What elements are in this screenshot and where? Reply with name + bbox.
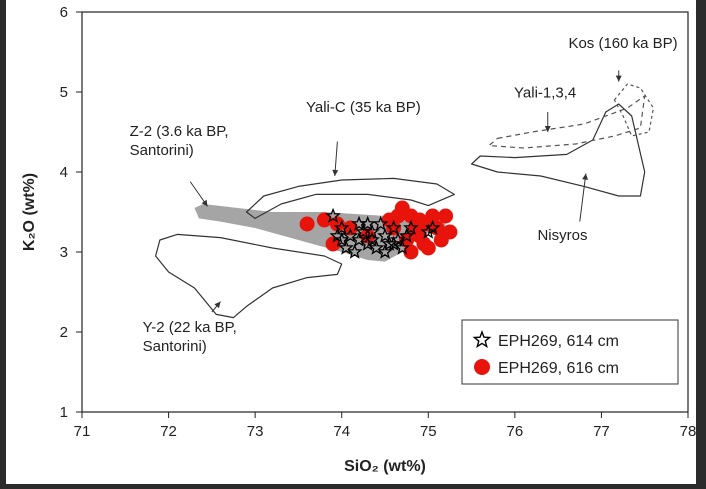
data-point-circle [420, 240, 436, 256]
x-tick-label: 71 [74, 423, 91, 440]
field-nisyros [471, 103, 646, 197]
data-point-star [424, 219, 441, 235]
data-point-star [359, 235, 376, 251]
data-point-star [351, 231, 367, 247]
legend: EPH269, 614 cm EPH269, 616 cm [461, 319, 679, 385]
data-point-star [385, 235, 402, 251]
legend-box [461, 319, 679, 385]
field-yali-1-3-4 [488, 95, 646, 149]
annotation-label: Z-2 (3.6 ka BP, Santorini) [130, 123, 229, 159]
x-tick-label: 77 [593, 423, 610, 440]
annotation-line: Z-2 (3.6 ka BP, [130, 123, 229, 140]
data-point-star [381, 235, 398, 251]
annotation-arrow-line [579, 173, 587, 222]
y-tick-label: 4 [60, 164, 68, 181]
annotation-line: Kos (160 ka BP) [568, 35, 677, 52]
data-point-star [394, 239, 411, 255]
annotation-arrowhead [214, 301, 221, 309]
field-y-2 [155, 233, 343, 319]
annotation-line: Santorini) [143, 338, 207, 355]
data-point-star [333, 231, 350, 247]
data-point-star [403, 219, 419, 235]
data-point-star [420, 223, 437, 239]
data-point-circle [316, 212, 332, 228]
data-point-circle [403, 244, 419, 260]
data-point-circle [390, 208, 406, 224]
data-point-star [346, 243, 363, 259]
data-point-star [385, 219, 402, 235]
annotation-label: Yali-1,3,4 [514, 85, 576, 102]
data-point-circle [325, 236, 341, 252]
data-point-star [338, 239, 354, 255]
annotation-arrowhead [615, 75, 622, 82]
legend-marker-circle [474, 359, 490, 375]
data-point-star [342, 227, 359, 243]
y-tick-label: 5 [60, 84, 68, 101]
annotation-line: Nisyros [537, 227, 587, 244]
axis-ticks: 71 72 73 74 75 76 77 78 1 2 3 4 5 6 [60, 4, 697, 440]
legend-label: EPH269, 616 cm [498, 360, 619, 377]
data-point-circle [299, 216, 315, 232]
data-point-star [329, 227, 346, 243]
y-tick-label: 6 [60, 4, 68, 21]
x-tick-label: 76 [507, 423, 524, 440]
annotation-arrowhead [201, 199, 208, 207]
x-tick-label: 73 [247, 423, 264, 440]
data-point-circle [433, 232, 449, 248]
annotation-label: Nisyros [537, 227, 587, 244]
legend-label: EPH269, 614 cm [498, 333, 619, 350]
y-tick-label: 1 [60, 404, 68, 421]
field-yali-c [245, 177, 455, 219]
plot-area [81, 11, 689, 413]
annotation-line: Santorini) [130, 142, 194, 159]
fields-layer [155, 83, 655, 319]
annotation-label: Yali-C (35 ka BP) [306, 99, 421, 116]
points-layer [299, 200, 458, 260]
data-point-star [368, 239, 385, 255]
annotation-label: Y-2 (22 ka BP, Santorini) [143, 319, 237, 355]
field-kos [613, 83, 655, 137]
chart-frame: Kos (160 ka BP) Yali-1,3,4 Yali-C (35 ka B… [6, 0, 696, 484]
annotation-line: Yali-1,3,4 [514, 85, 576, 102]
y-tick-label: 3 [60, 244, 68, 261]
annotation-arrowhead [332, 169, 339, 176]
annotation-line: Y-2 (22 ka BP, [143, 319, 237, 336]
x-tick-label: 72 [160, 423, 177, 440]
data-point-star [333, 219, 350, 235]
data-point-star [398, 227, 415, 243]
data-point-circle [329, 216, 345, 232]
data-point-star [325, 207, 341, 223]
data-point-circle [425, 208, 441, 224]
data-point-star [355, 223, 372, 239]
x-axis-title: SiO₂ (wt%) [344, 458, 426, 475]
data-point-star [359, 215, 376, 231]
x-tick-label: 78 [680, 423, 696, 440]
data-point-star [372, 215, 389, 231]
annotation-arrowhead [582, 173, 589, 180]
annotation-line: Yali-C (35 ka BP) [306, 99, 421, 116]
annotation-arrowhead [544, 126, 551, 132]
y-tick-label: 2 [60, 324, 68, 341]
x-tick-label: 74 [333, 423, 350, 440]
legend-marker-star [472, 330, 492, 349]
data-point-circle [438, 208, 454, 224]
chart: Kos (160 ka BP) Yali-1,3,4 Yali-C (35 ka B… [21, 4, 697, 475]
x-tick-label: 75 [420, 423, 437, 440]
annotation-label: Kos (160 ka BP) [568, 35, 677, 52]
annotations-layer: Kos (160 ka BP) Yali-1,3,4 Yali-C (35 ka B… [130, 35, 678, 355]
y-axis-title: K₂O (wt%) [21, 173, 38, 251]
